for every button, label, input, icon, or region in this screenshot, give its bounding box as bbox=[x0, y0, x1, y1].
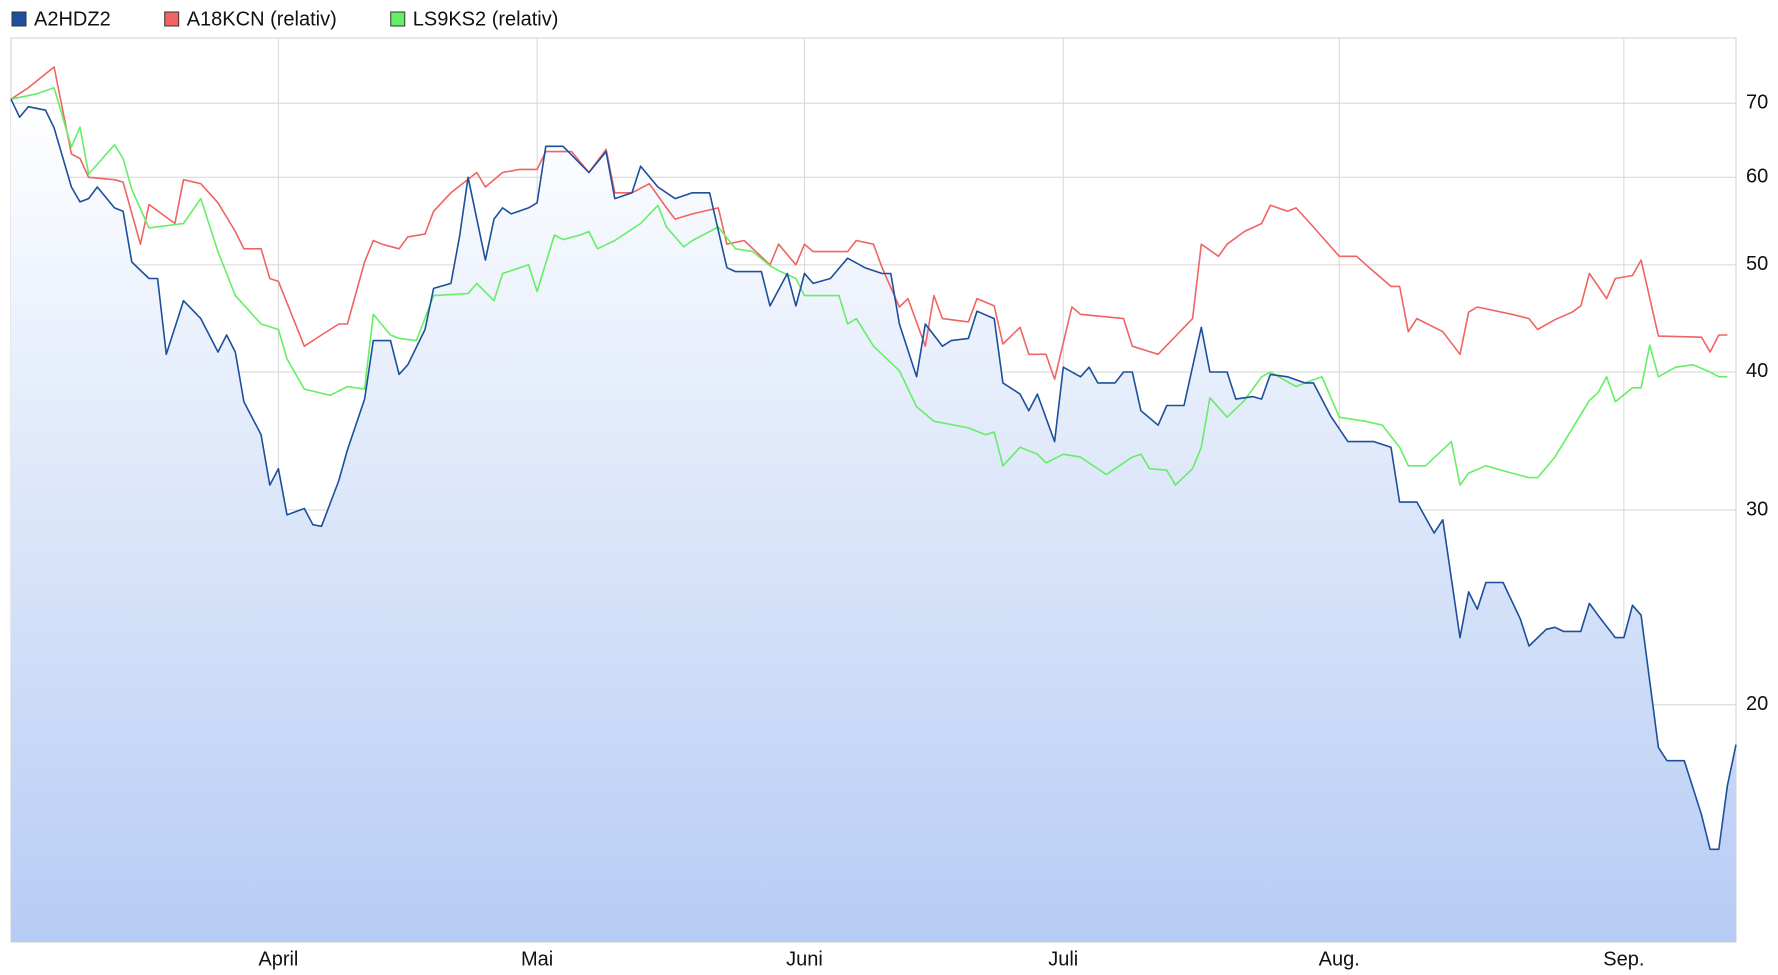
y-tick-label: 20 bbox=[1746, 693, 1768, 715]
marks bbox=[10, 66, 1737, 942]
x-tick-label: Sep. bbox=[1603, 948, 1644, 970]
legend-label: A18KCN (relativ) bbox=[187, 8, 337, 30]
legend-swatch bbox=[390, 11, 406, 27]
x-tick-label: Juni bbox=[786, 948, 823, 970]
y-tick-label: 60 bbox=[1746, 166, 1768, 188]
labels: 20 30 40 50 60 70 April Mai Juni Juli Aug. Sep. bbox=[258, 92, 1768, 971]
series-line bbox=[10, 87, 1728, 486]
legend-swatch bbox=[11, 11, 27, 27]
y-tick-label: 70 bbox=[1746, 92, 1768, 114]
series-line bbox=[10, 98, 1737, 851]
legend: A2HDZ2 A18KCN (relativ) LS9KS2 (relativ) bbox=[11, 8, 559, 30]
y-tick-label: 30 bbox=[1746, 498, 1768, 520]
x-tick-label: Juli bbox=[1048, 948, 1078, 970]
y-tick-label: 50 bbox=[1746, 253, 1768, 275]
y-tick-label: 40 bbox=[1746, 360, 1768, 382]
legend-label: LS9KS2 (relativ) bbox=[413, 8, 559, 30]
legend-label: A2HDZ2 bbox=[34, 8, 111, 30]
legend-swatch bbox=[164, 11, 180, 27]
series-line bbox=[10, 66, 1728, 380]
x-tick-label: Aug. bbox=[1319, 948, 1360, 970]
area bbox=[11, 99, 1736, 942]
x-tick-label: Mai bbox=[521, 948, 553, 970]
x-tick-label: April bbox=[258, 948, 298, 970]
